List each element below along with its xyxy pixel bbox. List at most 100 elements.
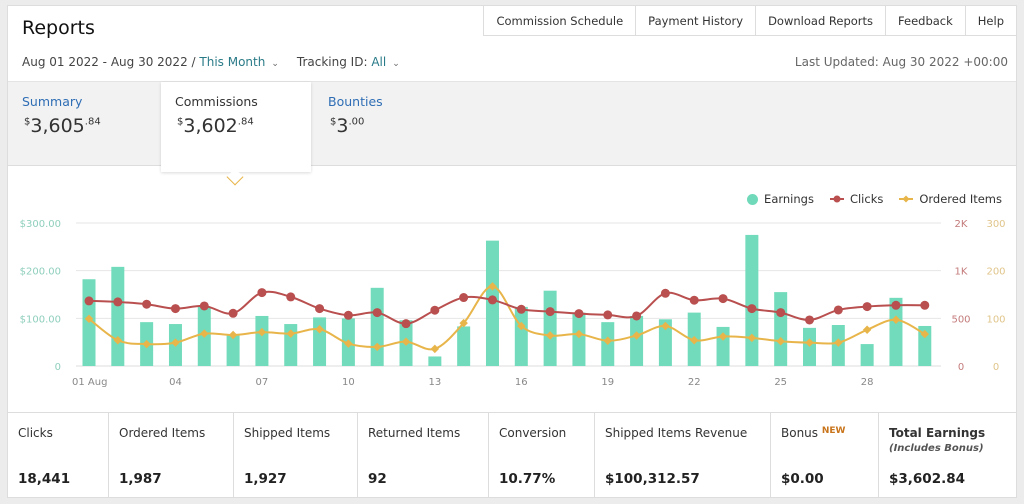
clicks-point xyxy=(228,308,238,318)
tracking-value: All xyxy=(371,55,387,69)
tab-bounties[interactable]: Bounties $3.00 xyxy=(314,82,464,167)
clicks-point xyxy=(84,296,94,306)
earnings-bar xyxy=(255,315,269,366)
clicks-point xyxy=(689,295,699,305)
earnings-bar xyxy=(745,234,759,366)
tab-amount: $3,605.84 xyxy=(24,115,101,137)
tracking-id-dropdown[interactable]: Tracking ID: All ⌄ xyxy=(297,55,400,69)
y-clicks-tick: 500 xyxy=(951,314,970,325)
earnings-bar xyxy=(313,317,327,366)
earnings-bar xyxy=(889,297,903,366)
clicks-point xyxy=(487,295,497,305)
y-items-tick: 300 xyxy=(986,219,1005,230)
ordered-items-point xyxy=(891,315,901,325)
ordered-items-point xyxy=(603,336,613,345)
y-clicks-tick: 2K xyxy=(955,219,968,230)
clicks-point xyxy=(315,304,325,314)
ordered-items-point xyxy=(142,339,151,349)
stats-row: Clicks 18,441 Ordered Items 1,987 Shipped … xyxy=(8,412,1016,498)
filters: Aug 01 2022 - Aug 30 2022 / This Month ⌄ … xyxy=(22,55,400,69)
download-reports-link[interactable]: Download Reports xyxy=(755,6,885,35)
ordered-items-point xyxy=(430,344,440,354)
tab-commissions[interactable]: Commissions $3,602.84 xyxy=(161,82,311,172)
x-tick: 13 xyxy=(428,377,441,388)
ordered-items-point xyxy=(286,329,295,338)
ordered-items-point xyxy=(200,329,209,338)
circle-icon xyxy=(747,193,759,205)
clicks-point xyxy=(891,300,901,310)
y-clicks-tick: 0 xyxy=(958,362,964,373)
earnings-bar xyxy=(803,327,816,366)
ordered-items-point xyxy=(84,314,94,324)
clicks-point xyxy=(747,304,757,314)
tab-amount: $3,602.84 xyxy=(177,115,254,137)
clicks-point xyxy=(142,299,152,309)
x-tick: 28 xyxy=(861,377,874,388)
earnings-bar xyxy=(428,356,442,366)
legend-clicks[interactable]: Clicks xyxy=(829,192,883,206)
commission-schedule-link[interactable]: Commission Schedule xyxy=(483,6,635,35)
ordered-items-point xyxy=(459,318,468,328)
page-title: Reports xyxy=(22,17,95,39)
x-tick: 22 xyxy=(688,377,701,388)
feedback-link[interactable]: Feedback xyxy=(885,6,965,35)
period-value: This Month xyxy=(199,55,266,69)
clicks-point xyxy=(343,310,353,320)
clicks-point xyxy=(286,292,296,302)
chevron-down-icon: ⌄ xyxy=(392,59,400,69)
ordered-items-point xyxy=(315,325,324,334)
clicks-point xyxy=(660,288,670,298)
clicks-point xyxy=(718,294,728,304)
ordered-items-point xyxy=(228,330,238,340)
x-tick: 01 Aug xyxy=(72,377,107,388)
legend-earnings[interactable]: Earnings xyxy=(747,192,814,206)
earnings-bar xyxy=(860,344,874,366)
ordered-items-point xyxy=(113,336,123,345)
clicks-point xyxy=(459,293,469,303)
y-items-tick: 0 xyxy=(993,362,999,373)
line-dot-icon xyxy=(829,195,844,203)
y-left-tick: $300.00 xyxy=(20,219,61,230)
stat-bonus: Bonus NEW $0.00 xyxy=(771,413,879,498)
y-left-tick: $200.00 xyxy=(20,267,61,278)
x-tick: 19 xyxy=(601,377,614,388)
stat-shipped-items: Shipped Items 1,927 xyxy=(234,413,358,498)
clicks-point xyxy=(833,305,843,315)
earnings-bar xyxy=(918,325,932,366)
line-diamond-icon xyxy=(899,195,914,203)
tab-summary[interactable]: Summary $3,605.84 xyxy=(8,82,158,167)
stat-ordered-items: Ordered Items 1,987 xyxy=(109,413,234,498)
clicks-point xyxy=(920,300,930,310)
x-tick: 16 xyxy=(515,377,528,388)
x-tick: 10 xyxy=(342,377,355,388)
help-link[interactable]: Help xyxy=(964,6,1016,35)
payment-history-link[interactable]: Payment History xyxy=(635,6,755,35)
ordered-items-point xyxy=(372,342,382,352)
legend-ordered-items[interactable]: Ordered Items xyxy=(899,192,1002,206)
y-items-tick: 200 xyxy=(986,267,1005,278)
x-tick: 25 xyxy=(774,377,787,388)
earnings-bar xyxy=(543,290,557,366)
x-tick: 07 xyxy=(256,377,269,388)
earnings-bar xyxy=(572,312,586,366)
clicks-point xyxy=(516,304,526,314)
y-items-tick: 100 xyxy=(986,314,1005,325)
tab-label: Commissions xyxy=(175,94,258,109)
earnings-bar xyxy=(370,287,384,366)
last-updated: Last Updated: Aug 30 2022 +00:00 xyxy=(794,55,1008,69)
clicks-point xyxy=(199,301,209,311)
tab-label: Summary xyxy=(22,94,83,109)
x-tick: 04 xyxy=(169,377,182,388)
clicks-point xyxy=(805,315,814,325)
y-clicks-tick: 1K xyxy=(955,267,968,278)
clicks-point xyxy=(545,307,555,317)
date-range-dropdown[interactable]: Aug 01 2022 - Aug 30 2022 / This Month ⌄ xyxy=(22,55,279,69)
chart-legend: Earnings Clicks Ordered Items xyxy=(747,192,1002,206)
clicks-point xyxy=(401,319,411,329)
clicks-point xyxy=(372,308,382,318)
stat-clicks: Clicks 18,441 xyxy=(8,413,109,498)
earnings-bar xyxy=(658,319,672,366)
ordered-items-point xyxy=(344,339,353,348)
stat-total-earnings: Total Earnings (Includes Bonus) $3,602.84 xyxy=(889,426,986,487)
